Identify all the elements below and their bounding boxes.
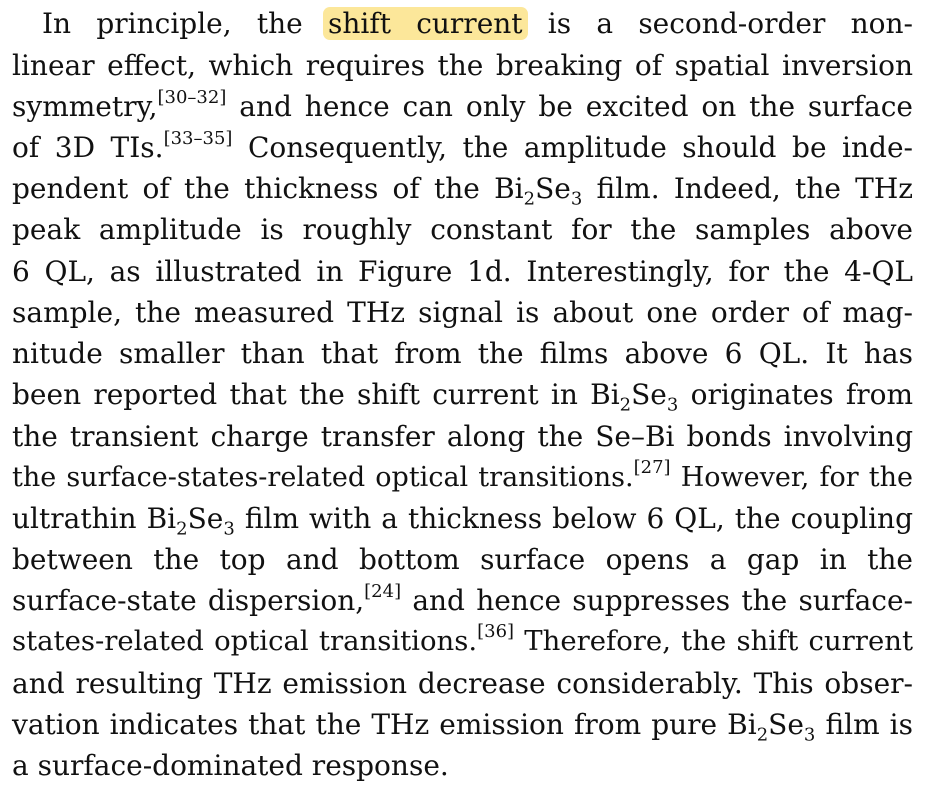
text-segment: Se <box>187 502 224 535</box>
text-line-14: between the top and bottom surface opens… <box>12 539 913 580</box>
text-segment: Se <box>631 378 667 411</box>
text-line-17: and resulting THz emission decrease cons… <box>12 663 913 704</box>
text-line-16: states-related optical transitions.[36] … <box>12 621 913 662</box>
text-segment: and resulting THz emission decrease cons… <box>12 667 913 700</box>
text-line-13: ultrathin Bi2Se3 film with a thickness b… <box>12 498 913 539</box>
highlighted-phrase[interactable]: shift current <box>322 7 528 40</box>
text-segment: the surface-states-related optical trans… <box>12 462 634 493</box>
text-segment: film is <box>825 708 914 741</box>
text-line-5: pendent of the thickness of the Bi2Se3 f… <box>12 168 913 209</box>
citation-ref[interactable]: [24] <box>364 580 402 602</box>
subscript: 2 <box>523 188 536 210</box>
citation-ref[interactable]: [33–35] <box>163 127 233 149</box>
text-line-3: symmetry,[30–32] and hence can only be e… <box>12 86 913 127</box>
text-segment: a surface-dominated response. <box>12 749 449 782</box>
text-segment: and hence can only be excited on the sur… <box>239 90 913 123</box>
text-segment: nitude smaller than that from the films … <box>12 337 913 370</box>
text-segment: However, for the <box>680 462 913 493</box>
text-segment: Se <box>768 708 804 741</box>
text-line-19: a surface-dominated response. <box>12 745 913 786</box>
subscript: 2 <box>176 518 188 540</box>
text-segment: been reported that the shift current in … <box>12 378 620 411</box>
text-line-18: vation indicates that the THz emission f… <box>12 704 913 745</box>
text-segment: Se <box>535 172 571 205</box>
text-line-15: surface-state dispersion,[24] and hence … <box>12 580 913 621</box>
subscript: 3 <box>666 394 679 416</box>
subscript: 2 <box>619 394 632 416</box>
text-line-7: 6 QL, as illustrated in Figure 1d. Inter… <box>12 251 913 292</box>
text-line-11: the transient charge transfer along the … <box>12 416 913 457</box>
text-line-1: In principle, the shift current is a sec… <box>42 3 913 44</box>
subscript: 3 <box>570 188 583 210</box>
text-segment: film with a thickness below 6 QL, the co… <box>244 502 913 535</box>
subscript: 3 <box>223 518 235 540</box>
citation-ref[interactable]: [36] <box>477 620 515 642</box>
text-segment: is a second-order non- <box>547 7 913 40</box>
subscript: 2 <box>756 724 769 746</box>
text-segment: Therefore, the shift current <box>524 625 913 657</box>
subscript: 3 <box>803 724 816 746</box>
text-segment: In principle, the <box>42 7 303 40</box>
text-segment: pendent of the thickness of the Bi <box>12 172 524 205</box>
text-line-9: nitude smaller than that from the films … <box>12 333 913 374</box>
text-segment: 6 QL, as illustrated in Figure 1d. Inter… <box>12 255 913 288</box>
text-segment: symmetry, <box>12 90 158 123</box>
text-segment: ultrathin Bi <box>12 502 177 535</box>
text-segment: between the top and bottom surface opens… <box>12 543 913 576</box>
text-line-12: the surface-states-related optical trans… <box>12 457 913 498</box>
text-segment: peak amplitude is roughly constant for t… <box>12 213 913 246</box>
text-segment: linear effect, which requires the breaki… <box>12 49 913 82</box>
text-segment: originates from <box>690 378 913 411</box>
text-segment: Consequently, the amplitude should be in… <box>247 131 913 164</box>
text-segment: of 3D TIs. <box>12 131 164 164</box>
citation-ref[interactable]: [30–32] <box>157 86 227 108</box>
text-segment: sample, the measured THz signal is about… <box>12 296 913 329</box>
text-segment: vation indicates that the THz emission f… <box>12 708 757 741</box>
text-segment: film. Indeed, the THz <box>596 172 913 205</box>
text-line-4: of 3D TIs.[33–35] Consequently, the ampl… <box>12 127 913 168</box>
text-segment: and hence suppresses the surface- <box>412 584 914 617</box>
text-segment: surface-state dispersion, <box>12 584 365 617</box>
text-line-6: peak amplitude is roughly constant for t… <box>12 209 913 250</box>
text-line-8: sample, the measured THz signal is about… <box>12 292 913 333</box>
text-segment: states-related optical transitions. <box>12 625 478 657</box>
citation-ref[interactable]: [27] <box>633 457 671 478</box>
text-segment: the transient charge transfer along the … <box>12 420 913 453</box>
text-line-10: been reported that the shift current in … <box>12 374 913 415</box>
text-line-2: linear effect, which requires the breaki… <box>12 45 913 86</box>
